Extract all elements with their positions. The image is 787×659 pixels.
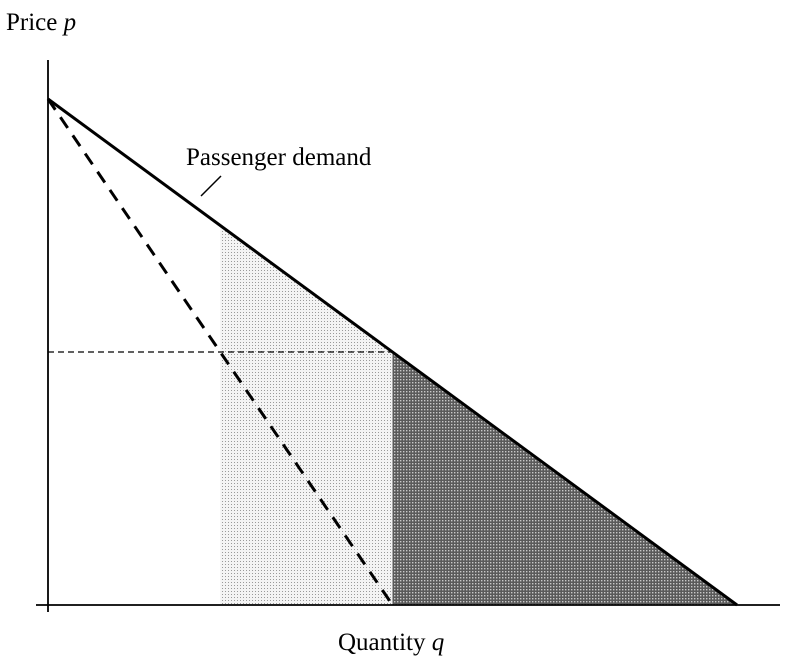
x-axis-label: Quantity q <box>338 629 444 656</box>
marginal-revenue-dashed-line <box>46 98 394 606</box>
y-axis-label: Price p <box>6 9 76 36</box>
demand-annotation-label: Passenger demand <box>186 144 372 171</box>
light-shaded-region <box>220 225 393 605</box>
annotation-leader-line <box>200 175 222 197</box>
passenger-demand-line <box>47 97 738 607</box>
